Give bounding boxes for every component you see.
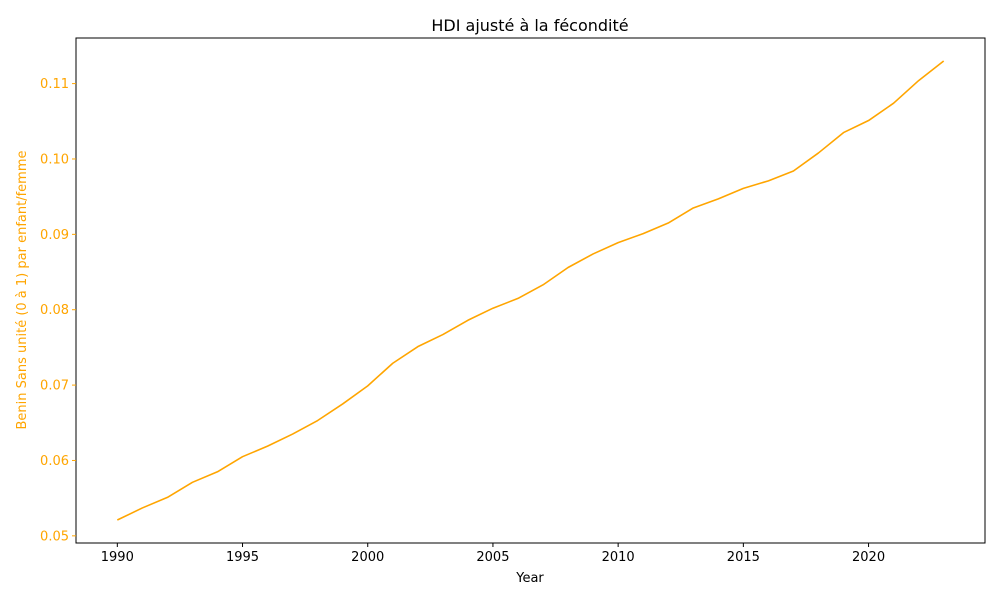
y-tick-label: 0.10 <box>40 152 69 167</box>
y-axis-label: Benin Sans unité (0 à 1) par enfant/femm… <box>15 151 30 430</box>
x-tick-label: 2000 <box>351 550 384 565</box>
x-tick-label: 1995 <box>226 550 259 565</box>
y-tick-label: 0.05 <box>40 529 69 544</box>
y-tick-label: 0.06 <box>40 454 69 469</box>
x-tick-label: 2015 <box>727 550 760 565</box>
y-tick-label: 0.11 <box>40 77 69 92</box>
y-axis: 0.05 0.06 0.07 0.08 0.09 0.10 0.11 <box>40 77 76 544</box>
x-tick-label: 2020 <box>852 550 885 565</box>
x-tick-label: 2005 <box>476 550 509 565</box>
plot-area-frame <box>75 37 986 544</box>
x-tick-label: 1990 <box>101 550 134 565</box>
x-tick-label: 2010 <box>602 550 635 565</box>
series-line <box>116 60 945 521</box>
y-tick-label: 0.08 <box>40 303 69 318</box>
chart-title: HDI ajusté à la fécondité <box>431 16 628 35</box>
series-layer <box>116 60 945 521</box>
x-axis: 1990 1995 2000 2005 2010 2015 2020 <box>101 543 885 565</box>
y-tick-label: 0.07 <box>40 379 69 394</box>
y-tick-label: 0.09 <box>40 228 69 243</box>
x-axis-label: Year <box>515 571 544 586</box>
